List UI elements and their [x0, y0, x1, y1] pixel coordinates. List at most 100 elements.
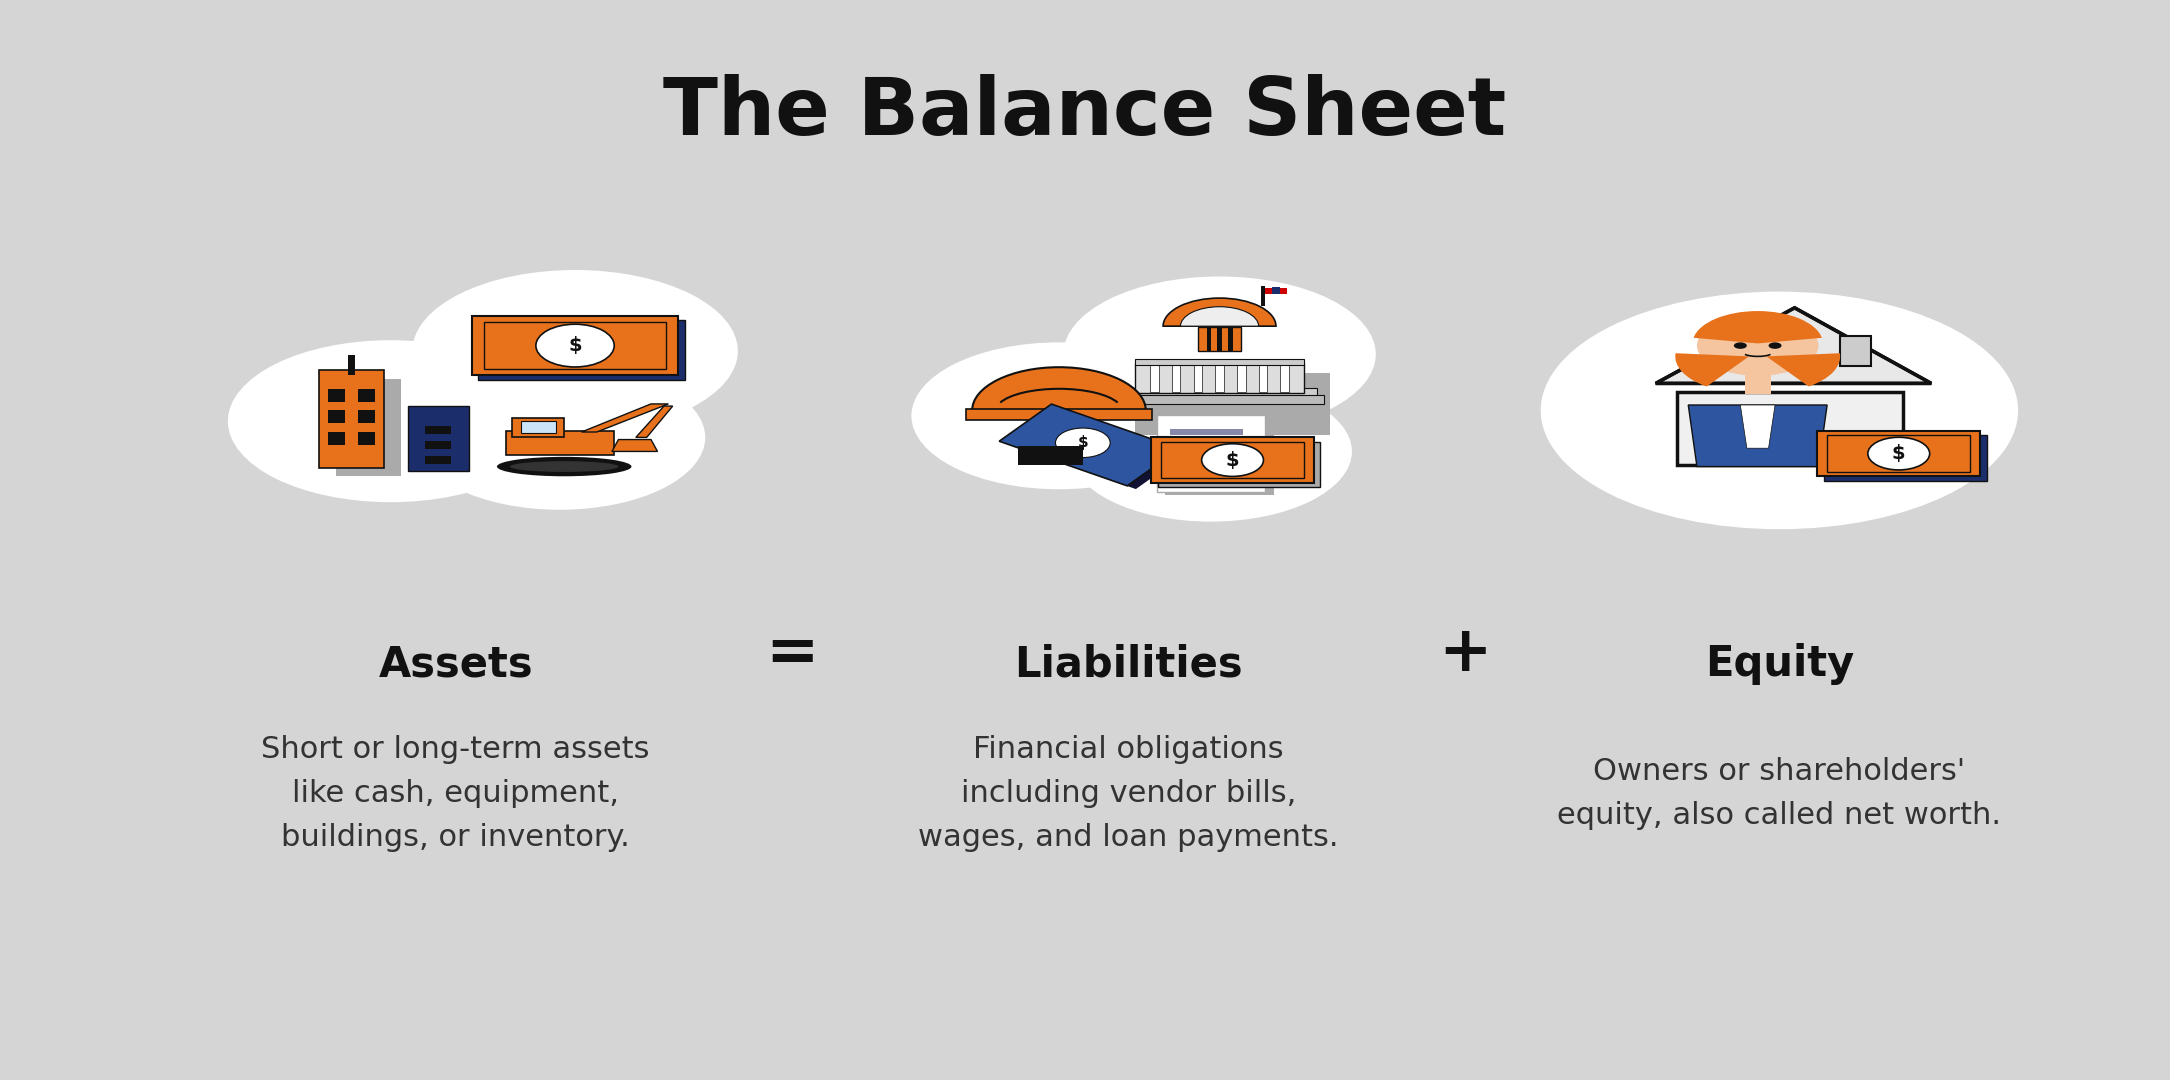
FancyBboxPatch shape [425, 456, 451, 464]
Polygon shape [612, 440, 658, 451]
Ellipse shape [497, 457, 631, 476]
FancyBboxPatch shape [1018, 446, 1083, 465]
Circle shape [1697, 315, 1818, 376]
Circle shape [228, 340, 553, 502]
FancyBboxPatch shape [1135, 373, 1330, 435]
Text: Assets: Assets [378, 644, 534, 685]
FancyBboxPatch shape [1827, 435, 1970, 472]
FancyBboxPatch shape [1259, 364, 1267, 392]
Text: +: + [1439, 622, 1491, 685]
Wedge shape [1180, 307, 1259, 326]
Text: $: $ [1892, 444, 1905, 463]
Ellipse shape [1055, 428, 1111, 458]
FancyBboxPatch shape [1280, 364, 1289, 392]
FancyBboxPatch shape [1115, 395, 1324, 404]
FancyBboxPatch shape [966, 409, 1152, 420]
FancyBboxPatch shape [1818, 431, 1979, 476]
Text: $: $ [569, 336, 582, 355]
FancyBboxPatch shape [328, 389, 345, 402]
Circle shape [1063, 276, 1376, 432]
FancyBboxPatch shape [408, 406, 469, 471]
FancyBboxPatch shape [1194, 364, 1202, 392]
Circle shape [1070, 381, 1352, 522]
Polygon shape [1656, 308, 1931, 383]
FancyBboxPatch shape [1677, 392, 1903, 465]
FancyBboxPatch shape [1170, 456, 1243, 460]
Polygon shape [582, 404, 668, 432]
Text: Owners or shareholders'
equity, also called net worth.: Owners or shareholders' equity, also cal… [1558, 757, 2001, 831]
Polygon shape [1688, 405, 1827, 467]
FancyBboxPatch shape [425, 441, 451, 449]
Polygon shape [1007, 407, 1189, 489]
FancyBboxPatch shape [1198, 327, 1241, 351]
FancyBboxPatch shape [1261, 286, 1265, 306]
FancyBboxPatch shape [521, 420, 556, 432]
Ellipse shape [1868, 437, 1929, 470]
Polygon shape [1740, 405, 1775, 448]
Ellipse shape [536, 324, 614, 367]
FancyBboxPatch shape [1265, 286, 1287, 288]
Circle shape [1734, 342, 1747, 349]
FancyBboxPatch shape [319, 370, 384, 468]
FancyBboxPatch shape [1165, 417, 1274, 495]
FancyBboxPatch shape [1823, 435, 1988, 481]
FancyBboxPatch shape [358, 432, 375, 445]
Wedge shape [972, 367, 1146, 410]
FancyBboxPatch shape [1217, 327, 1222, 351]
FancyBboxPatch shape [1159, 442, 1319, 487]
Text: $: $ [1078, 435, 1087, 450]
FancyBboxPatch shape [1135, 359, 1304, 365]
FancyBboxPatch shape [1170, 443, 1243, 447]
Text: The Balance Sheet: The Balance Sheet [664, 75, 1506, 152]
FancyBboxPatch shape [1122, 388, 1317, 399]
FancyBboxPatch shape [358, 389, 375, 402]
FancyBboxPatch shape [1745, 375, 1771, 394]
Wedge shape [1163, 298, 1276, 326]
FancyBboxPatch shape [347, 355, 354, 375]
FancyBboxPatch shape [512, 418, 564, 437]
Text: Financial obligations
including vendor bills,
wages, and loan payments.: Financial obligations including vendor b… [918, 735, 1339, 852]
Text: Liabilities: Liabilities [1013, 644, 1243, 685]
FancyBboxPatch shape [1152, 437, 1315, 483]
Text: Short or long-term assets
like cash, equipment,
buildings, or inventory.: Short or long-term assets like cash, equ… [260, 735, 651, 852]
FancyBboxPatch shape [1228, 327, 1233, 351]
Wedge shape [1675, 353, 1749, 387]
Text: Equity: Equity [1706, 644, 1853, 685]
FancyBboxPatch shape [328, 432, 345, 445]
FancyBboxPatch shape [1170, 429, 1243, 434]
Polygon shape [998, 404, 1180, 486]
Wedge shape [1693, 311, 1823, 343]
FancyBboxPatch shape [1185, 443, 1228, 447]
FancyBboxPatch shape [473, 315, 677, 376]
Polygon shape [636, 406, 673, 437]
Text: =: = [766, 622, 818, 685]
FancyBboxPatch shape [1237, 364, 1246, 392]
FancyBboxPatch shape [425, 426, 451, 434]
FancyBboxPatch shape [1172, 364, 1180, 392]
Circle shape [1541, 292, 2018, 529]
FancyBboxPatch shape [1207, 327, 1211, 351]
FancyBboxPatch shape [480, 320, 686, 380]
FancyBboxPatch shape [1840, 336, 1871, 366]
FancyBboxPatch shape [484, 322, 666, 369]
FancyBboxPatch shape [1215, 364, 1224, 392]
FancyBboxPatch shape [1135, 363, 1304, 393]
Ellipse shape [510, 461, 618, 472]
FancyBboxPatch shape [1161, 442, 1304, 478]
FancyBboxPatch shape [358, 410, 375, 423]
Circle shape [414, 365, 705, 510]
FancyBboxPatch shape [328, 410, 345, 423]
FancyBboxPatch shape [1265, 286, 1287, 294]
FancyBboxPatch shape [336, 379, 401, 476]
FancyBboxPatch shape [1150, 364, 1159, 392]
Circle shape [1769, 342, 1782, 349]
Text: $: $ [1226, 450, 1239, 470]
FancyBboxPatch shape [1170, 429, 1243, 434]
Wedge shape [1766, 353, 1840, 387]
Circle shape [412, 270, 738, 432]
FancyBboxPatch shape [1272, 286, 1280, 294]
Ellipse shape [1202, 444, 1263, 476]
FancyBboxPatch shape [349, 382, 397, 469]
FancyBboxPatch shape [506, 431, 614, 455]
FancyBboxPatch shape [1170, 468, 1243, 473]
